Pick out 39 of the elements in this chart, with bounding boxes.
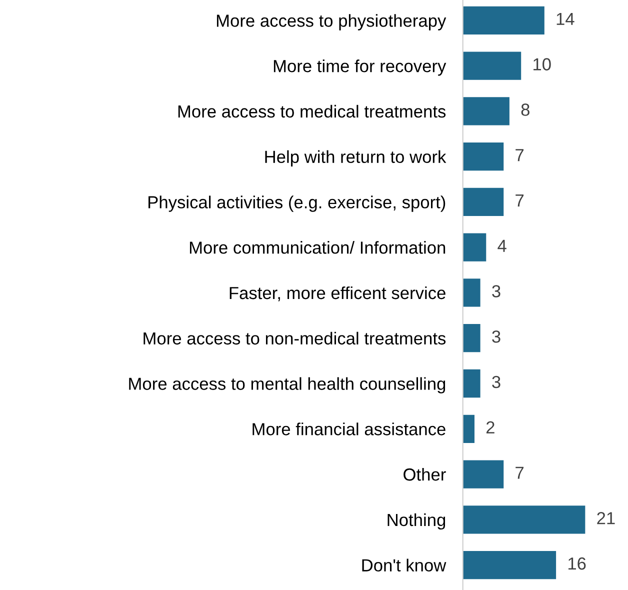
data-label: 2 <box>486 421 494 434</box>
bar <box>462 188 504 216</box>
y-tick-label: Help with return to work <box>265 150 446 166</box>
bar <box>462 278 480 307</box>
y-tick-label: Physical activities (e.g. exercise, sport) <box>148 196 446 212</box>
y-tick-label: Don't know <box>362 558 446 572</box>
bar <box>462 6 544 34</box>
data-label: 7 <box>516 194 524 206</box>
y-tick-label: More access to mental health counselling <box>129 377 446 394</box>
bar <box>462 142 504 171</box>
data-label: 4 <box>498 240 506 252</box>
data-label: 7 <box>516 149 524 162</box>
y-tick-label: More communication/ Information <box>190 241 446 254</box>
data-label: 3 <box>492 376 500 388</box>
y-tick-label: More access to physiotherapy <box>216 14 446 30</box>
data-label: 16 <box>568 557 586 570</box>
bar <box>462 460 504 488</box>
y-tick-label: Other <box>404 468 446 481</box>
bar <box>462 550 556 580</box>
data-label: 10 <box>534 58 551 70</box>
data-label: 14 <box>556 12 574 25</box>
bar <box>462 324 480 352</box>
data-label: 7 <box>516 466 524 479</box>
y-tick-label: Faster, more efficent service <box>230 286 446 302</box>
y-tick-label: More access to non-medical treatments <box>144 332 446 345</box>
y-tick-label: More time for recovery <box>274 60 446 76</box>
bar <box>462 233 486 262</box>
data-label: 8 <box>521 104 530 116</box>
data-label: 21 <box>597 512 615 524</box>
y-tick-label: More financial assistance <box>252 422 446 436</box>
data-label: 3 <box>492 330 500 343</box>
bar <box>462 414 474 443</box>
bar <box>462 506 586 534</box>
data-label: 3 <box>492 285 500 298</box>
bar <box>462 97 510 126</box>
bar <box>462 369 480 398</box>
y-tick-label: More access to medical treatments <box>178 104 446 118</box>
y-tick-label: Nothing <box>388 513 446 530</box>
bar <box>462 52 522 80</box>
